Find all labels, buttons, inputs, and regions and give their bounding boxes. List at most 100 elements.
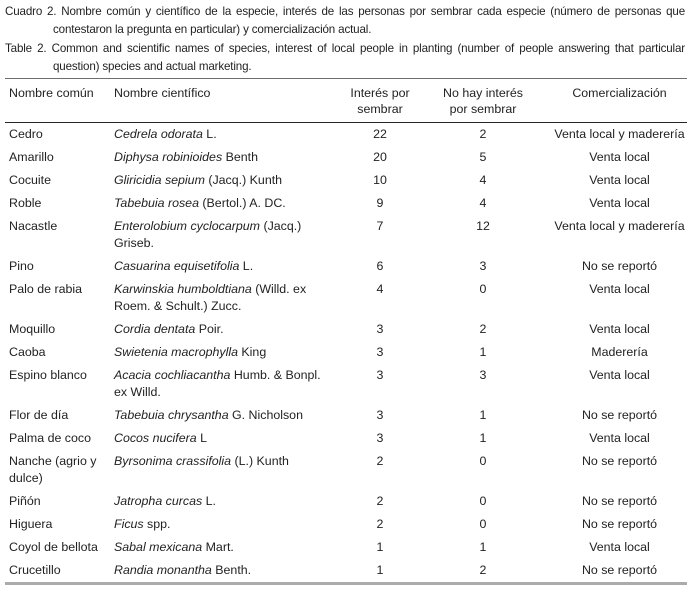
cell-interest-count: 3 [376, 367, 384, 382]
cell-common-name: Roble [9, 195, 42, 210]
cell-scientific-name: Cordia dentata Poir. [114, 318, 346, 341]
cell-scientific-name: Cedrela odorata L. [114, 122, 346, 146]
cell-scientific-name: Randia monantha Benth. [114, 559, 346, 584]
cell-no-interest-count: 2 [479, 321, 487, 336]
header-scientific-name: Nombre científico [114, 78, 346, 123]
scientific-name-binomial: Ficus [114, 516, 144, 531]
table-row: Palo de rabia Karwinskia humboldtiana (Wi… [5, 278, 687, 318]
table-row: Amarillo Diphysa robinioides Benth 20 5 Vent… [5, 146, 687, 169]
cell-scientific-name: Karwinskia humboldtiana (Willd. ex Roem.… [114, 278, 346, 318]
cell-marketing: Venta local [589, 149, 650, 164]
cell-interest-count: 1 [376, 562, 384, 577]
table-row: Crucetillo Randia monantha Benth. 1 2 No se … [5, 559, 687, 584]
cell-marketing: No se reportó [581, 453, 658, 468]
scientific-name-binomial: Diphysa robinioides [114, 149, 223, 164]
cell-no-interest-count: 1 [479, 430, 487, 445]
header-interest: Interés por sembrar [346, 78, 414, 123]
scientific-name-author: (Jacq.) Kunth [204, 172, 283, 187]
table-row: Palma de coco Cocos nucifera L 3 1 Venta loc… [5, 427, 687, 450]
species-table: Nombre común Nombre científico Interés p… [5, 77, 687, 585]
cell-scientific-name: Diphysa robinioides Benth [114, 146, 346, 169]
scientific-name-author: Poir. [195, 321, 224, 336]
scientific-name-binomial: Cocos nucifera [114, 430, 197, 445]
cell-no-interest-count: 0 [479, 493, 487, 508]
scientific-name-binomial: Enterolobium cyclocarpum [114, 218, 260, 233]
caption-spanish: Cuadro 2. Nombre común y científico de l… [5, 5, 685, 37]
cell-interest-count: 2 [376, 453, 384, 468]
scientific-name-binomial: Tabebuia rosea [114, 195, 199, 210]
cell-common-name: Espino blanco [9, 367, 87, 382]
cell-no-interest-count: 3 [479, 258, 487, 273]
cell-common-name: Cedro [9, 126, 43, 141]
table-row: Cocuite Gliricidia sepium (Jacq.) Kunth 10… [5, 169, 687, 192]
cell-no-interest-count: 5 [479, 149, 487, 164]
cell-common-name: Piñón [9, 493, 41, 508]
scientific-name-binomial: Karwinskia humboldtiana [114, 281, 252, 296]
scientific-name-author: (L.) Kunth [231, 453, 289, 468]
cell-no-interest-count: 12 [476, 218, 490, 233]
cell-marketing: Venta local [589, 367, 650, 382]
cell-marketing: Venta local [589, 172, 650, 187]
cell-common-name: Flor de día [9, 407, 69, 422]
header-interest-label: Interés por sembrar [350, 85, 410, 117]
scientific-name-author: King [237, 344, 267, 359]
cell-marketing: Venta local y maderería [554, 126, 685, 141]
cell-common-name: Palma de coco [9, 430, 91, 445]
cell-interest-count: 2 [376, 516, 384, 531]
cell-common-name: Higuera [9, 516, 53, 531]
cell-no-interest-count: 0 [479, 453, 487, 468]
cell-scientific-name: Sabal mexicana Mart. [114, 536, 346, 559]
cell-common-name: Moquillo [9, 321, 56, 336]
scientific-name-author: spp. [143, 516, 171, 531]
table-body: Cedro Cedrela odorata L. 22 2 Venta local y … [5, 122, 687, 583]
table-row: Nacastle Enterolobium cyclocarpum (Jacq.)… [5, 215, 687, 255]
scientific-name-author: G. Nicholson [228, 407, 303, 422]
table-row: Roble Tabebuia rosea (Bertol.) A. DC. 9 4 Ve… [5, 192, 687, 215]
scientific-name-binomial: Sabal mexicana [114, 539, 203, 554]
cell-no-interest-count: 1 [479, 344, 487, 359]
cell-scientific-name: Byrsonima crassifolia (L.) Kunth [114, 450, 346, 490]
cell-marketing: Venta local y maderería [554, 218, 685, 233]
table-row: Espino blanco Acacia cochliacantha Humb. … [5, 364, 687, 404]
cell-no-interest-count: 2 [479, 562, 487, 577]
cell-common-name: Amarillo [9, 149, 54, 164]
scientific-name-author: (Bertol.) A. DC. [198, 195, 286, 210]
caption-english: Table 2. Common and scientific names of … [5, 41, 685, 74]
cell-marketing: Maderería [591, 344, 648, 359]
scientific-name-author: (Jacq.) Griseb. [114, 218, 302, 250]
header-common-name: Nombre común [5, 78, 114, 123]
cell-scientific-name: Cocos nucifera L [114, 427, 346, 450]
cell-interest-count: 3 [376, 407, 384, 422]
cell-interest-count: 20 [373, 149, 387, 164]
scientific-name-binomial: Casuarina equisetifolia [114, 258, 240, 273]
scientific-name-binomial: Swietenia macrophylla [114, 344, 238, 359]
cell-scientific-name: Jatropha curcas L. [114, 490, 346, 513]
cell-common-name: Coyol de bellota [9, 539, 98, 554]
cell-interest-count: 9 [376, 195, 384, 210]
cell-interest-count: 22 [373, 126, 387, 141]
cell-interest-count: 7 [376, 218, 384, 233]
table-row: Caoba Swietenia macrophylla King 3 1 Maderer… [5, 341, 687, 364]
cell-marketing: Venta local [589, 321, 650, 336]
cell-no-interest-count: 0 [479, 516, 487, 531]
scientific-name-binomial: Cordia dentata [114, 321, 196, 336]
cell-scientific-name: Ficus spp. [114, 513, 346, 536]
cell-marketing: Venta local [589, 195, 650, 210]
scientific-name-author: Benth [222, 149, 258, 164]
cell-marketing: No se reportó [581, 493, 658, 508]
cell-interest-count: 10 [373, 172, 387, 187]
cell-interest-count: 3 [376, 321, 384, 336]
cell-common-name: Caoba [9, 344, 46, 359]
table-row: Flor de día Tabebuia chrysantha G. Nichol… [5, 404, 687, 427]
cell-marketing: No se reportó [581, 516, 658, 531]
table-row: Nanche (agrio y dulce) Byrsonima crassifo… [5, 450, 687, 490]
scientific-name-author: Mart. [202, 539, 234, 554]
cell-no-interest-count: 4 [479, 172, 487, 187]
cell-common-name: Nanche (agrio y dulce) [9, 453, 97, 485]
scientific-name-binomial: Acacia cochliacantha [114, 367, 231, 382]
scientific-name-author: Humb. & Bonpl. ex Willd. [114, 367, 321, 399]
cell-marketing: Venta local [589, 281, 650, 296]
scientific-name-author: L [196, 430, 207, 445]
cell-scientific-name: Swietenia macrophylla King [114, 341, 346, 364]
cell-scientific-name: Enterolobium cyclocarpum (Jacq.) Griseb. [114, 215, 346, 255]
